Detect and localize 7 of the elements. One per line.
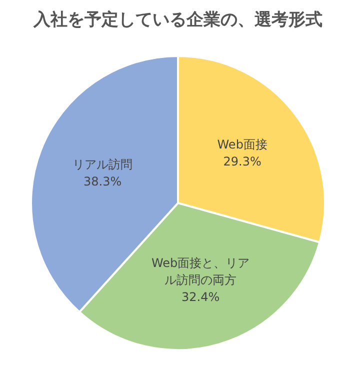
slice-label: リアル訪問: [72, 158, 133, 172]
data-label: 32.4%: [181, 290, 220, 304]
slice-label: Web面接: [217, 138, 268, 152]
slice-label: Web面接と、リアル訪問の両方: [151, 256, 250, 287]
chart-title: 入社を予定している企業の、選考形式: [32, 9, 324, 31]
data-label: 29.3%: [223, 154, 262, 169]
data-label: 38.3%: [83, 174, 122, 189]
